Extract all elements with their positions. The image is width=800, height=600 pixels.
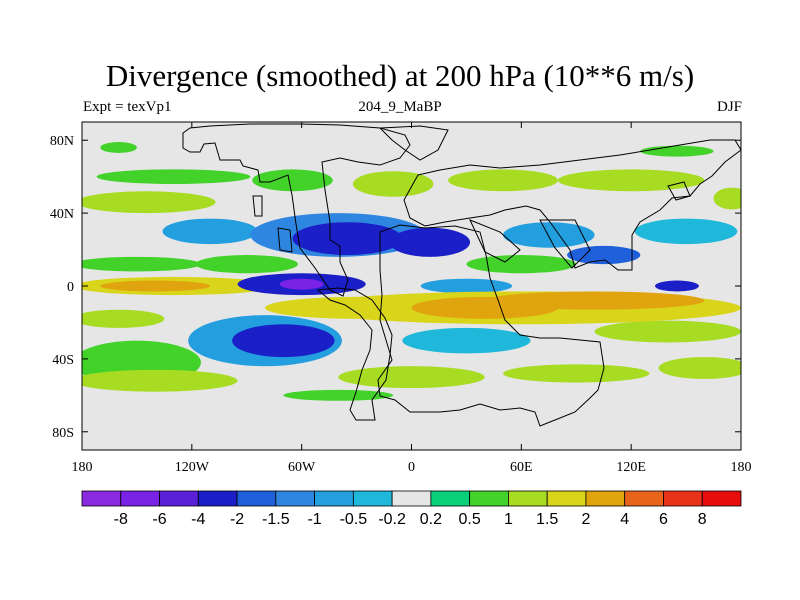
colorbar-swatch (352, 490, 393, 507)
divergence-region (420, 278, 513, 294)
colorbar-label: -2 (230, 511, 244, 528)
period-label: 204_9_MaBP (358, 99, 442, 115)
x-tick-label: 120W (175, 460, 210, 475)
colorbar-label: 2 (581, 511, 590, 528)
colorbar-swatch (159, 490, 199, 507)
divergence-region (82, 256, 201, 272)
colorbar-label: -8 (114, 511, 128, 528)
colorbar-label: -0.2 (378, 511, 406, 528)
divergence-region (82, 369, 238, 392)
divergence-region (594, 320, 741, 343)
x-tick-label: 120E (616, 460, 646, 475)
x-tick-label: 60E (510, 460, 533, 475)
divergence-region (503, 364, 650, 383)
divergence-region (82, 191, 216, 214)
y-tick-label: 0 (67, 280, 74, 295)
colorbar-label: -6 (152, 511, 166, 528)
y-tick-label: 40S (52, 353, 74, 368)
colorbar-label: -1 (307, 511, 321, 528)
colorbar-swatch (81, 490, 122, 507)
divergence-region (279, 278, 324, 290)
divergence-region (567, 245, 641, 265)
colorbar-swatch (624, 490, 664, 507)
divergence-region (411, 296, 558, 319)
colorbar-label: 1.5 (536, 511, 558, 528)
colorbar-swatch (314, 490, 354, 507)
divergence-region (232, 324, 335, 358)
y-tick-label: 80S (52, 426, 74, 441)
colorbar-label: 4 (620, 511, 629, 528)
coastline-central-america-islands (252, 195, 263, 217)
colorbar-swatch (120, 490, 160, 507)
divergence-region (82, 309, 165, 328)
coastlines (182, 123, 742, 427)
y-tick-label: 80N (50, 134, 74, 149)
colorbar-swatch (430, 490, 471, 507)
x-axis: 180 120W 60W 0 60E 120E 180 (72, 122, 752, 475)
colorbar-swatch (275, 490, 315, 507)
coastline-india (539, 219, 591, 269)
colorbar-label: 6 (659, 511, 668, 528)
colorbar-label: 0.2 (420, 511, 442, 528)
divergence-region (640, 145, 714, 157)
divergence-region (283, 389, 394, 401)
coastline-mexico-edge (277, 227, 293, 253)
divergence-region (713, 187, 741, 210)
colorbar: -8 -6 -4 -2 -1.5 -1 -0.5 -0.2 0.2 0.5 1 1.5 2 4 6 8 (81, 490, 742, 528)
divergence-region (352, 171, 434, 197)
divergence-region (195, 255, 299, 274)
divergence-region (100, 142, 137, 153)
divergence-region (557, 169, 705, 192)
coastline-south-america (316, 287, 393, 421)
divergence-region (292, 222, 403, 256)
divergence-region (389, 227, 471, 257)
coastline-africa (377, 224, 605, 427)
colorbar-label: -0.5 (340, 511, 368, 528)
divergence-region (96, 169, 251, 184)
divergence-region (466, 255, 577, 274)
x-tick-label: 180 (731, 460, 752, 475)
coastline-north-america (182, 123, 411, 297)
divergence-region (162, 218, 258, 245)
divergence-region (634, 218, 738, 245)
coastline-eurasia (403, 139, 742, 271)
colorbar-label: 1 (504, 511, 513, 528)
colorbar-swatch (663, 490, 703, 507)
colorbar-label: 0.5 (459, 511, 481, 528)
x-tick-label: 60W (288, 460, 316, 475)
y-tick-label: 40N (50, 207, 74, 222)
coastline-japan (667, 181, 691, 201)
colorbar-label: 8 (698, 511, 707, 528)
divergence-region (338, 366, 485, 389)
divergence-region (448, 169, 558, 192)
colorbar-swatch (469, 490, 509, 507)
x-tick-label: 0 (408, 460, 415, 475)
experiment-label: Expt = texVp1 (83, 99, 172, 115)
colorbar-swatch (391, 490, 432, 507)
divergence-region (658, 357, 741, 379)
colorbar-swatch (508, 490, 548, 507)
divergence-field (82, 142, 741, 401)
colorbar-label: -4 (191, 511, 205, 528)
coastline-arabia (469, 219, 521, 263)
coastline-greenland (378, 125, 449, 161)
colorbar-swatch (546, 490, 587, 507)
chart-title: Divergence (smoothed) at 200 hPa (10**6 … (105, 58, 695, 93)
x-tick-label: 180 (72, 460, 93, 475)
colorbar-swatch (585, 490, 626, 507)
colorbar-label: -1.5 (262, 511, 290, 528)
divergence-region (503, 222, 595, 248)
colorbar-swatch (236, 490, 277, 507)
divergence-region (100, 280, 211, 292)
divergence-region (252, 169, 333, 192)
colorbar-swatch (197, 490, 238, 507)
season-label: DJF (716, 99, 742, 115)
divergence-region (654, 280, 699, 292)
divergence-region (402, 327, 531, 354)
colorbar-swatch (701, 490, 742, 507)
y-axis: 80N 40N 0 40S 80S (50, 134, 741, 441)
